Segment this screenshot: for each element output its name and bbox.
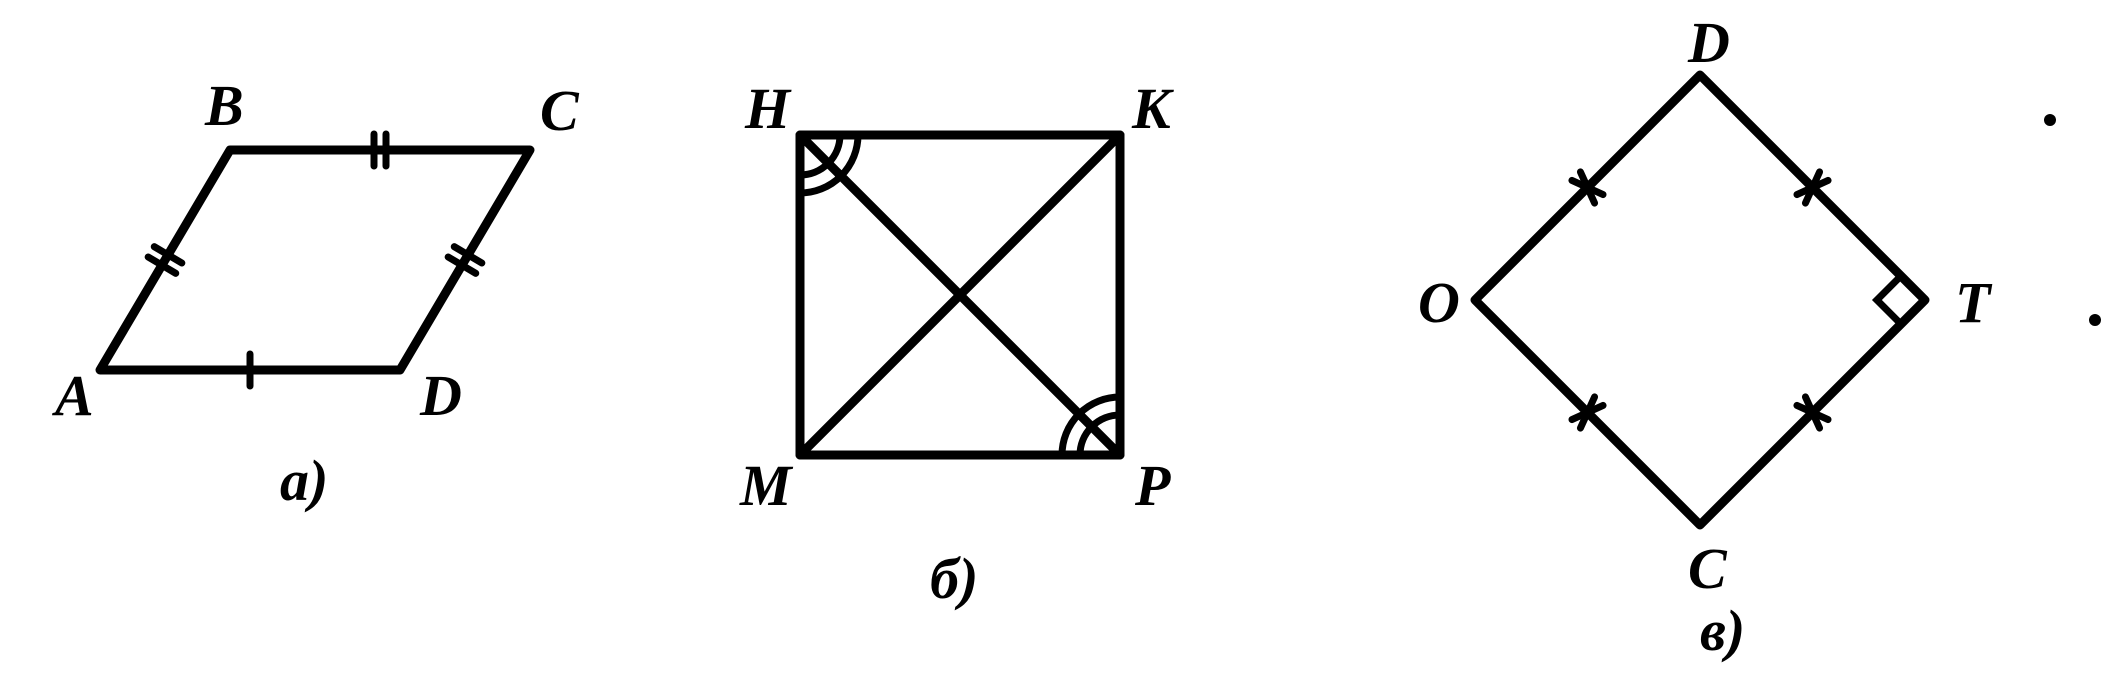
vertex-label-P: P bbox=[1134, 453, 1171, 518]
vertex-label-M: M bbox=[739, 453, 794, 518]
speck bbox=[2044, 114, 2056, 126]
vertex-label-K: K bbox=[1131, 76, 1174, 141]
vertex-label-B: B bbox=[204, 73, 244, 138]
panel-a-caption: а) bbox=[280, 448, 328, 513]
rhombus-abcd bbox=[100, 150, 530, 370]
panel-c-caption: в) bbox=[1700, 598, 1745, 663]
panel-a: A B C Dа) bbox=[52, 73, 580, 513]
square-dtco bbox=[1475, 75, 1925, 525]
figure-canvas: A B C Dа) H K M Pб) D T C Oв) bbox=[0, 0, 2116, 678]
panel-b-caption: б) bbox=[930, 546, 978, 611]
speck bbox=[2089, 314, 2101, 326]
vertex-label-D: D bbox=[1687, 10, 1730, 75]
vertex-label-A: A bbox=[52, 363, 94, 428]
vertex-label-T: T bbox=[1955, 270, 1993, 335]
vertex-label-H: H bbox=[744, 76, 792, 141]
vertex-label-C: C bbox=[540, 78, 580, 143]
vertex-label-D: D bbox=[419, 363, 462, 428]
panel-b: H K M Pб) bbox=[739, 76, 1174, 611]
right-angle-mark bbox=[1877, 276, 1901, 324]
vertex-label-C: C bbox=[1688, 536, 1728, 601]
vertex-label-O: O bbox=[1418, 270, 1460, 335]
panel-c: D T C Oв) bbox=[1418, 10, 1993, 663]
